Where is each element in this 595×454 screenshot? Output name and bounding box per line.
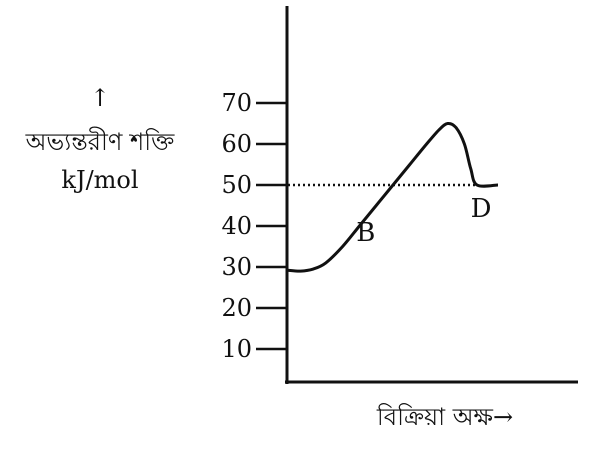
y-tick-label-40: 40 — [221, 212, 252, 240]
x-axis-label: বিক্রিয়া অক্ষ→ — [376, 403, 513, 431]
y-axis-unit: kJ/mol — [61, 166, 138, 194]
y-tick-label-30: 30 — [221, 253, 252, 281]
y-tick-label-60: 60 — [221, 130, 252, 158]
point-label-d: D — [471, 194, 492, 224]
annotations: BD — [356, 194, 491, 248]
energy-curve — [287, 121, 499, 273]
y-axis-arrow: ↑ — [90, 84, 110, 112]
y-ticks: 10 20 30 40 50 60 70 — [221, 89, 287, 363]
y-tick-label-10: 10 — [221, 335, 252, 363]
y-tick-label-20: 20 — [221, 294, 252, 322]
y-axis-label: অভ্যন্তরীণ শক্তি — [25, 127, 175, 156]
y-tick-label-70: 70 — [221, 89, 252, 117]
point-label-b: B — [356, 218, 375, 248]
y-tick-label-50: 50 — [221, 171, 252, 199]
